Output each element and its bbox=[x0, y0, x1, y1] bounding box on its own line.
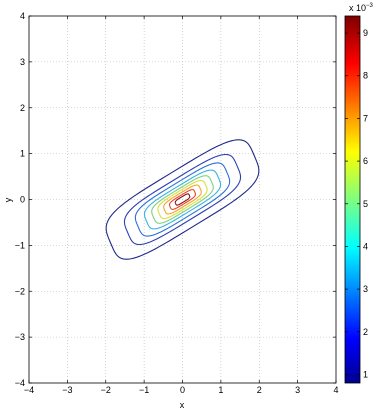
contour-level bbox=[174, 193, 191, 206]
contour-level bbox=[143, 169, 222, 230]
x-tick-label: 3 bbox=[295, 385, 300, 395]
colorbar-tick-label: 8 bbox=[363, 71, 368, 81]
x-tick-label: 0 bbox=[180, 385, 185, 395]
x-tick-label: −1 bbox=[139, 385, 149, 395]
x-tick-label: 4 bbox=[333, 385, 338, 395]
contour-level bbox=[168, 189, 197, 210]
contour-level bbox=[134, 162, 231, 237]
colorbar-tick-label: 1 bbox=[363, 369, 368, 379]
colorbar-tick-label: 6 bbox=[363, 156, 368, 166]
x-tick-label: −4 bbox=[24, 385, 34, 395]
colorbar bbox=[344, 15, 361, 384]
y-tick-label: 1 bbox=[20, 149, 25, 159]
contour-level bbox=[151, 175, 214, 224]
x-tick-label: −2 bbox=[101, 385, 111, 395]
y-tick-label: 0 bbox=[20, 195, 25, 205]
grid-lines bbox=[29, 16, 336, 383]
contour-level bbox=[157, 179, 208, 220]
colorbar-multiplier: x 10−3 bbox=[349, 3, 374, 13]
y-tick-label: −2 bbox=[15, 286, 25, 296]
colorbar-multiplier-exponent: −3 bbox=[366, 3, 374, 9]
colorbar-tick-label: 2 bbox=[363, 327, 368, 337]
colorbar-tick-label: 4 bbox=[363, 241, 368, 251]
colorbar-tick-label: 9 bbox=[363, 28, 368, 38]
y-tick-label: 2 bbox=[20, 103, 25, 113]
x-tick-label: 1 bbox=[218, 385, 223, 395]
y-ticks: −4 −3 −2 −1 0 1 2 3 4 bbox=[15, 11, 336, 388]
y-tick-label: −3 bbox=[15, 332, 25, 342]
contour-level bbox=[105, 139, 260, 260]
y-axis-label: y bbox=[3, 197, 13, 202]
y-tick-label: −1 bbox=[15, 240, 25, 250]
x-ticks: −4 −3 −2 −1 0 1 2 3 4 bbox=[24, 16, 339, 395]
colorbar-ticks: 1 2 3 4 5 6 7 8 9 bbox=[345, 28, 368, 379]
y-tick-label: −4 bbox=[15, 378, 25, 388]
colorbar-multiplier-base: x 10 bbox=[349, 3, 366, 13]
colorbar-tick-label: 7 bbox=[363, 113, 368, 123]
contour-level bbox=[123, 153, 242, 246]
colorbar-tick-label: 3 bbox=[363, 284, 368, 294]
contour-level bbox=[163, 184, 202, 215]
y-tick-label: 3 bbox=[20, 57, 25, 67]
y-tick-label: 4 bbox=[20, 11, 25, 21]
x-tick-label: 2 bbox=[257, 385, 262, 395]
colorbar-tick-label: 5 bbox=[363, 199, 368, 209]
x-axis-label: x bbox=[180, 400, 185, 410]
contour-lines bbox=[105, 139, 260, 260]
x-tick-label: −3 bbox=[62, 385, 72, 395]
